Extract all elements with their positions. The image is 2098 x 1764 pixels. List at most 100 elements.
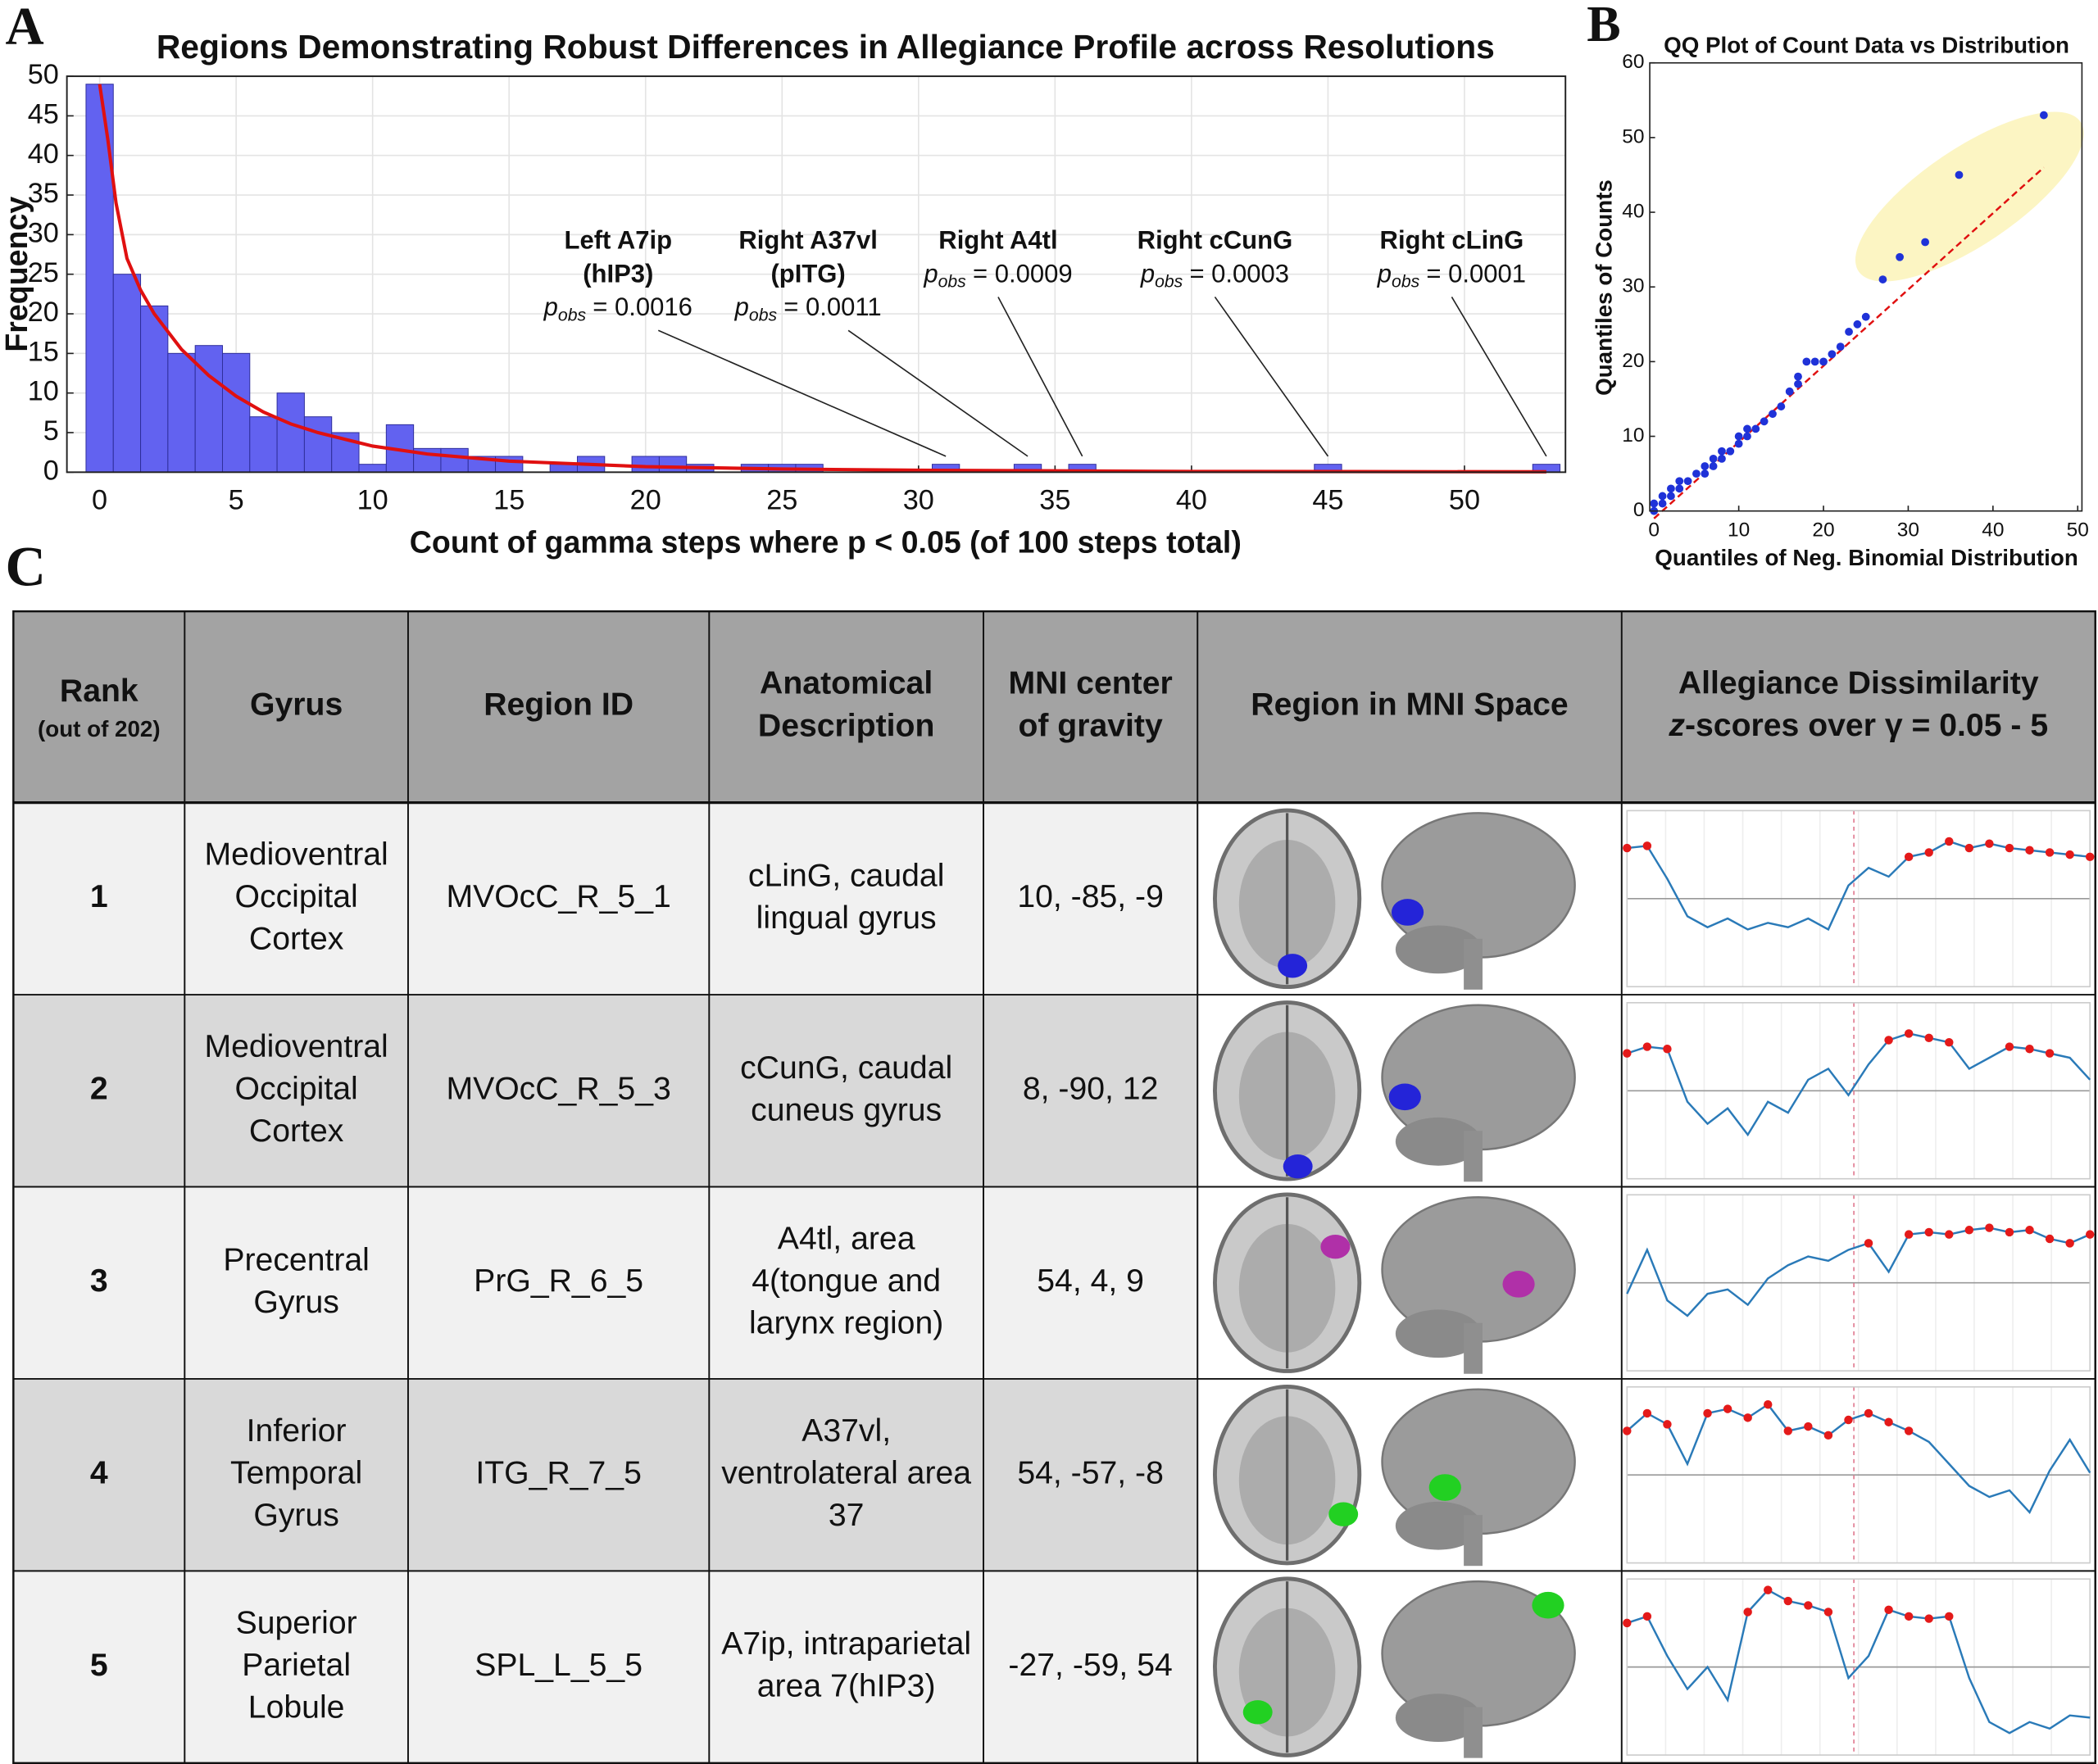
cell-text: 4 xyxy=(90,1456,108,1491)
region-blob xyxy=(1391,899,1424,926)
annotation-label: (hIP3) xyxy=(583,260,653,288)
point xyxy=(1921,238,1930,247)
y-tick-label: 20 xyxy=(1622,350,1644,372)
spark-box xyxy=(1626,1194,2091,1372)
brain-cerebellum xyxy=(1395,1309,1482,1358)
significant-point xyxy=(1884,1417,1893,1426)
significant-point xyxy=(1985,839,1994,848)
header-text: Allegiance Dissimilarity xyxy=(1678,665,2039,701)
point xyxy=(1683,477,1692,486)
cell-text: Cortex xyxy=(249,1113,344,1149)
cell-text: ITG_R_7_5 xyxy=(475,1456,642,1491)
table-header-bg xyxy=(13,611,2096,803)
region-blob xyxy=(1320,1234,1351,1259)
annotation-p: pobs = 0.0011 xyxy=(734,292,882,324)
cell-text: -27, -59, 54 xyxy=(1008,1648,1172,1683)
header-text: Rank xyxy=(60,673,139,709)
row-bg xyxy=(13,995,1198,1187)
significant-point xyxy=(1864,1408,1873,1418)
cell-text: 3 xyxy=(90,1263,108,1299)
bar xyxy=(358,464,387,473)
spark-box xyxy=(1626,1385,2091,1564)
x-tick-label: 10 xyxy=(1728,519,1750,542)
significant-point xyxy=(2025,1226,2034,1235)
cell-text: 4(tongue and xyxy=(752,1263,941,1299)
region-blob xyxy=(1278,954,1308,978)
header-rest: -scores over γ = 0.05 - 5 xyxy=(1685,709,2048,744)
point xyxy=(1785,387,1794,396)
region-blob xyxy=(1283,1154,1313,1179)
p-subscript: obs xyxy=(749,306,778,324)
point xyxy=(1878,275,1887,283)
y-tick-label: 50 xyxy=(28,59,59,90)
p-subscript: obs xyxy=(1392,272,1420,291)
brain-stem xyxy=(1464,1131,1483,1182)
bar xyxy=(167,352,196,473)
bar xyxy=(631,456,660,473)
significant-point xyxy=(1904,852,1914,862)
significant-point xyxy=(2005,1227,2014,1237)
row-bg xyxy=(13,1378,1198,1571)
cell-text: Medioventral xyxy=(204,837,388,873)
significant-point xyxy=(1904,1426,1914,1435)
y-tick-label: 0 xyxy=(1633,499,1645,521)
cell-text: Superior xyxy=(236,1606,357,1641)
point xyxy=(1794,372,1802,381)
point xyxy=(1726,447,1735,456)
point xyxy=(1769,410,1777,419)
cell-text: Lobule xyxy=(248,1689,345,1725)
significant-point xyxy=(1723,1404,1732,1413)
cell-text: A4tl, area xyxy=(778,1222,915,1257)
header-text: Description xyxy=(758,709,934,744)
x-axis-label: Count of gamma steps where p < 0.05 (of … xyxy=(410,524,1242,559)
point xyxy=(1658,492,1667,501)
significant-point xyxy=(1783,1426,1793,1435)
significant-point xyxy=(1703,1408,1712,1418)
point xyxy=(1836,342,1845,351)
bar xyxy=(249,416,278,473)
point xyxy=(1675,484,1684,493)
fit-curve xyxy=(98,84,1546,474)
significant-point xyxy=(1783,1596,1793,1606)
header-italic: z xyxy=(1668,709,1685,744)
annotation-p: pobs = 0.0016 xyxy=(543,292,693,324)
y-tick-label: 30 xyxy=(28,217,59,248)
cell-text: 2 xyxy=(90,1072,108,1107)
significant-point xyxy=(2065,850,2074,859)
cell-text: PrG_R_6_5 xyxy=(474,1263,643,1299)
brain-cerebellum xyxy=(1395,925,1482,974)
point xyxy=(1794,379,1802,388)
p-value: = 0.0001 xyxy=(1426,260,1526,288)
x-tick-label: 0 xyxy=(92,484,107,515)
significant-point xyxy=(1964,1226,1974,1235)
significant-point xyxy=(1924,848,1933,857)
significant-point xyxy=(1945,1612,1954,1621)
annotation-label: Right A37vl xyxy=(738,226,877,255)
point xyxy=(1861,312,1870,321)
cell-text: 8, -90, 12 xyxy=(1023,1072,1159,1107)
p-subscript: obs xyxy=(1155,272,1183,291)
significant-point xyxy=(1884,1605,1893,1615)
x-tick-label: 25 xyxy=(766,484,797,515)
significant-point xyxy=(2065,1239,2074,1248)
cell-text: Parietal xyxy=(242,1648,351,1683)
header-text: Gyrus xyxy=(250,687,343,722)
zscore-line xyxy=(1626,1589,2091,1735)
bar xyxy=(303,416,333,473)
significant-point xyxy=(1642,841,1652,850)
point xyxy=(1802,357,1811,366)
x-tick-label: 35 xyxy=(1039,484,1070,515)
y-tick-label: 35 xyxy=(28,178,59,209)
panel-label: C xyxy=(6,536,47,598)
cell-text: 10, -85, -9 xyxy=(1017,879,1164,914)
y-axis-label: Frequency xyxy=(0,197,34,352)
significant-point xyxy=(1924,1033,1933,1043)
y-tick-label: 40 xyxy=(28,138,59,170)
cell-text: lingual gyrus xyxy=(756,900,937,936)
annotation-line xyxy=(997,297,1083,457)
bar xyxy=(221,352,251,473)
x-tick-label: 20 xyxy=(630,484,661,515)
significant-point xyxy=(1964,843,1974,853)
header-text: Anatomical xyxy=(760,665,933,701)
annotation-label: (pITG) xyxy=(770,260,845,288)
